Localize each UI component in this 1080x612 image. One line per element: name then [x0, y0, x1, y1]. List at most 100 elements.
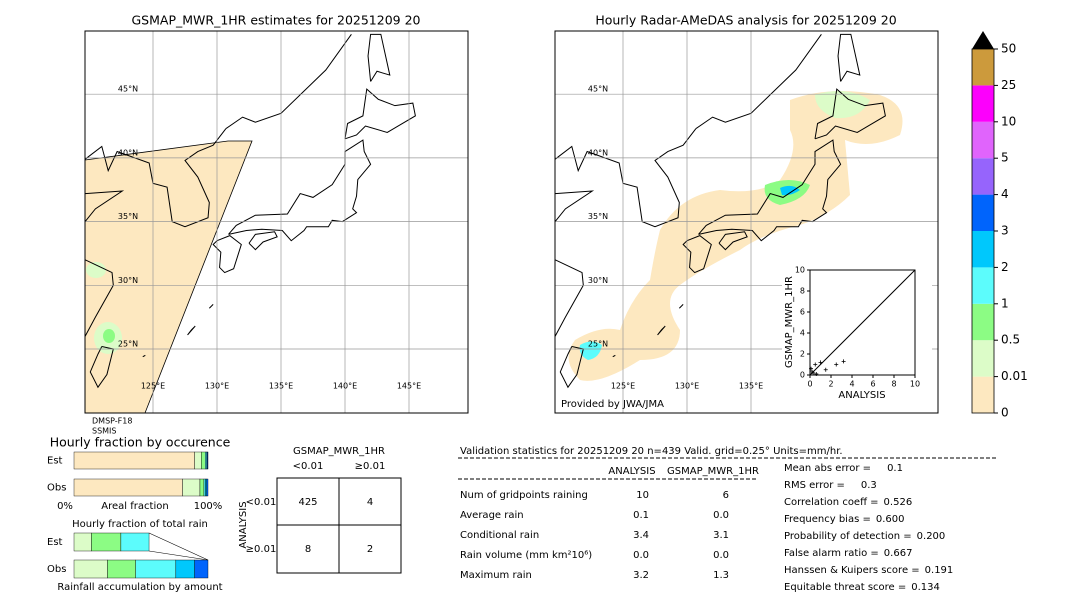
- lat-label: 45°N: [588, 85, 608, 94]
- y-tick-label: 6: [800, 308, 805, 317]
- colorbar-bin: [972, 376, 994, 413]
- y-tick-label: 10: [795, 266, 805, 275]
- rain-area: [780, 185, 800, 196]
- table-cell: 4: [367, 497, 373, 508]
- lat-label: 40°N: [588, 148, 608, 157]
- colorbar-bin: [972, 340, 994, 377]
- rain-area: [579, 341, 602, 360]
- cell: 6: [723, 490, 729, 501]
- row-label: Maximum rain: [460, 570, 532, 581]
- cell: 0.0: [713, 550, 729, 561]
- point: [823, 367, 828, 372]
- score-label: Correlation coeff =: [784, 497, 879, 508]
- score-label: Hanssen & Kuipers score =: [784, 565, 920, 576]
- row-label: Obs: [47, 483, 66, 494]
- coastline: [344, 88, 416, 140]
- score-label: RMS error =: [784, 480, 845, 491]
- colorbar-bin: [972, 85, 994, 122]
- colorbar-label: 4: [1001, 187, 1009, 201]
- bar-segment: [194, 559, 209, 579]
- coastline: [142, 354, 146, 358]
- rain-area: [815, 91, 870, 119]
- row-label: Conditional rain: [460, 530, 539, 541]
- x-axis-label: ANALYSIS: [838, 390, 885, 401]
- connector: [148, 532, 209, 561]
- cell: 3.4: [633, 530, 649, 541]
- coastline: [225, 34, 352, 130]
- bar-segment: [73, 532, 92, 552]
- bar-segment: [194, 451, 202, 470]
- lon-label: 130°E: [675, 382, 699, 391]
- table-title: GSMAP_MWR_1HR: [293, 446, 385, 457]
- colorbar-bin: [972, 158, 994, 195]
- bar-segment: [175, 559, 195, 579]
- bar-segment: [182, 478, 201, 497]
- score-value: 0.667: [884, 548, 913, 559]
- lon-label: 135°E: [269, 382, 293, 391]
- colorbar-label: 2: [1001, 260, 1009, 274]
- row-label: Rain volume (mm km²10⁶): [460, 550, 592, 561]
- coastline: [814, 88, 886, 140]
- colorbar-bin: [972, 121, 994, 159]
- cell: 0.0: [633, 550, 649, 561]
- colorbar-label: 0: [1001, 406, 1009, 420]
- lat-label: 25°N: [118, 340, 138, 349]
- score-label: Frequency bias =: [784, 514, 871, 525]
- lon-label: 145°E: [397, 382, 421, 391]
- coastline: [554, 128, 697, 228]
- y-tick-label: 8: [800, 287, 805, 296]
- bar-segment: [73, 559, 108, 579]
- coastline: [554, 190, 595, 222]
- score-label: Mean abs error =: [784, 463, 871, 474]
- bar-segment: [201, 451, 206, 470]
- credit: Provided by JWA/JMA: [561, 399, 664, 410]
- colorbar-bin: [972, 231, 994, 268]
- chart-title: Hourly fraction by occurence: [50, 435, 231, 450]
- axis-label: Areal fraction: [101, 501, 168, 512]
- score-value: 0.600: [876, 514, 905, 525]
- score-value: 0.526: [884, 497, 913, 508]
- map-title: Hourly Radar-AMeDAS analysis for 2025120…: [595, 13, 896, 28]
- rain-patch: [86, 262, 106, 278]
- cell: 3.2: [633, 570, 649, 581]
- score-value: 0.1: [887, 463, 903, 474]
- score-label: Probability of detection =: [784, 531, 912, 542]
- lat-label: 30°N: [118, 276, 138, 285]
- y-tick-label: 0: [800, 371, 805, 380]
- map-border: [84, 30, 469, 414]
- coastline: [695, 34, 822, 130]
- x-tick-label: 0: [807, 380, 812, 389]
- colorbar-label: 25: [1001, 78, 1016, 92]
- left-map: 45°N 40°N 35°N 30°N 25°N 125°E 130°E 135°E 140°E…: [84, 31, 468, 414]
- bar-segment: [73, 451, 195, 470]
- x-tick-label: 6: [870, 380, 875, 389]
- lon-label: 140°E: [333, 382, 357, 391]
- table-cell: 2: [367, 544, 373, 555]
- lat-label: 30°N: [588, 276, 608, 285]
- chart-title: Hourly fraction of total rain: [72, 519, 208, 530]
- bar-segment: [205, 451, 207, 470]
- lat-label: 35°N: [118, 212, 138, 221]
- lat-label: 45°N: [118, 85, 138, 94]
- diagonal: [809, 269, 916, 376]
- right-map: 45°N 40°N 35°N 30°N 25°N 125°E 130°E 135°E: [554, 31, 938, 413]
- map-title: GSMAP_MWR_1HR estimates for 20251209 20: [132, 13, 421, 28]
- point: [809, 366, 814, 371]
- row-label: Est: [47, 537, 63, 548]
- colorbar-label: 10: [1001, 114, 1016, 128]
- coastline: [84, 128, 227, 228]
- y-tick-label: 2: [800, 350, 805, 359]
- score-label: False alarm ratio =: [784, 548, 879, 559]
- column-header: ANALYSIS: [608, 466, 655, 477]
- bar-segment: [203, 478, 206, 497]
- coastline: [208, 304, 214, 309]
- cell: 3.1: [713, 530, 729, 541]
- rain-area: [568, 91, 903, 381]
- coastline: [248, 231, 278, 251]
- point: [813, 362, 818, 367]
- coastline: [187, 325, 196, 336]
- lat-label: 35°N: [588, 212, 608, 221]
- colorbar-bin: [972, 303, 994, 341]
- lat-label: 40°N: [118, 148, 138, 157]
